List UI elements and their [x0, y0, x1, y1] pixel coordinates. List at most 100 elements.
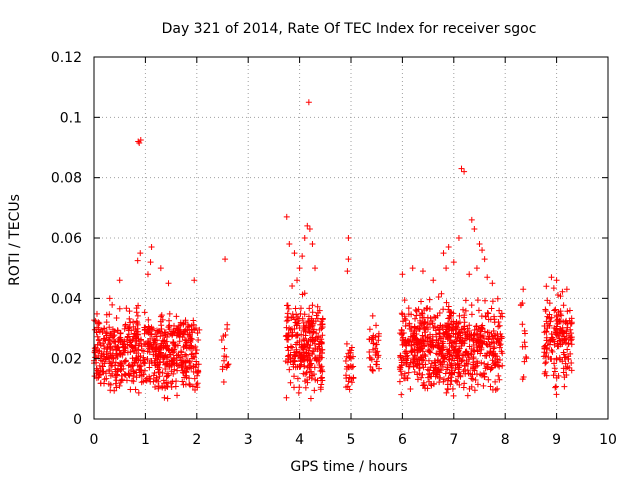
data-point — [107, 330, 114, 337]
data-point — [485, 335, 492, 342]
data-point — [103, 375, 110, 382]
data-point — [183, 337, 190, 344]
data-point — [112, 380, 119, 387]
data-point — [111, 362, 118, 369]
data-point — [302, 332, 309, 339]
data-point — [550, 285, 557, 292]
data-point — [444, 385, 451, 392]
data-point — [101, 345, 108, 352]
data-point — [449, 344, 456, 351]
data-point — [125, 325, 132, 332]
data-point — [423, 324, 430, 331]
data-point — [466, 322, 473, 329]
data-point — [288, 326, 295, 332]
data-point — [113, 384, 120, 391]
data-point — [224, 361, 231, 368]
data-point — [411, 369, 418, 376]
data-point — [568, 336, 575, 343]
data-point — [542, 360, 549, 367]
data-point — [448, 321, 455, 328]
data-point — [107, 345, 114, 352]
data-point — [190, 321, 197, 328]
data-point — [410, 356, 417, 363]
data-point — [301, 326, 308, 333]
data-point — [517, 302, 524, 309]
data-point — [460, 306, 467, 313]
chart-title: Day 321 of 2014, Rate Of TEC Index for r… — [162, 21, 537, 37]
data-point — [318, 375, 325, 382]
data-point — [478, 324, 485, 331]
data-point — [419, 268, 426, 275]
data-point — [546, 315, 553, 322]
data-point — [122, 357, 129, 364]
data-point — [550, 372, 557, 379]
data-point — [310, 326, 317, 333]
data-point — [308, 315, 315, 322]
data-point — [563, 372, 570, 379]
data-point — [345, 378, 352, 385]
data-point — [489, 298, 496, 305]
data-point — [441, 358, 448, 365]
data-point — [447, 374, 454, 381]
data-point — [348, 344, 355, 351]
data-point — [491, 319, 498, 326]
data-point — [443, 328, 450, 335]
data-point — [141, 324, 148, 331]
data-point — [345, 235, 352, 241]
data-point — [130, 318, 137, 325]
data-point — [479, 339, 486, 346]
data-point — [548, 331, 555, 338]
data-point — [166, 347, 173, 354]
data-point — [479, 247, 486, 254]
data-point — [552, 383, 559, 390]
data-point — [286, 241, 293, 248]
data-point — [113, 315, 120, 322]
data-point — [462, 351, 469, 358]
data-point — [147, 335, 154, 342]
data-point — [348, 364, 355, 371]
data-point — [428, 317, 435, 324]
data-point — [419, 352, 426, 359]
data-point — [123, 377, 130, 384]
data-point — [179, 378, 186, 385]
data-point — [196, 326, 203, 333]
data-point — [106, 324, 113, 331]
data-point — [127, 337, 134, 344]
data-point — [424, 305, 431, 312]
axis-ticks — [93, 56, 609, 420]
data-point — [111, 338, 118, 345]
data-point — [148, 326, 155, 333]
data-point — [306, 352, 313, 359]
data-point — [94, 341, 101, 348]
data-point — [421, 329, 428, 336]
data-point — [482, 313, 489, 320]
data-point — [312, 265, 319, 272]
data-point — [112, 368, 119, 375]
data-point — [133, 335, 140, 342]
data-point — [285, 336, 292, 343]
data-point — [462, 297, 469, 304]
data-point — [427, 364, 434, 371]
data-point — [181, 331, 188, 338]
data-point — [376, 365, 383, 372]
data-point — [448, 362, 455, 369]
y-tick-label: 0.02 — [51, 352, 82, 368]
data-point — [123, 305, 130, 312]
data-point — [492, 378, 499, 385]
data-point — [191, 375, 198, 382]
data-point — [489, 357, 496, 364]
x-tick-label: 9 — [552, 432, 561, 448]
data-point — [412, 315, 419, 322]
data-point — [562, 360, 569, 367]
data-point — [461, 323, 468, 330]
data-point — [125, 331, 132, 338]
data-point — [564, 346, 571, 353]
data-point — [488, 330, 495, 337]
data-point — [289, 311, 296, 318]
data-point — [109, 334, 116, 341]
data-point — [297, 305, 304, 312]
data-point — [475, 326, 482, 333]
data-point — [544, 320, 551, 327]
data-point — [398, 391, 405, 398]
data-point — [445, 315, 452, 322]
